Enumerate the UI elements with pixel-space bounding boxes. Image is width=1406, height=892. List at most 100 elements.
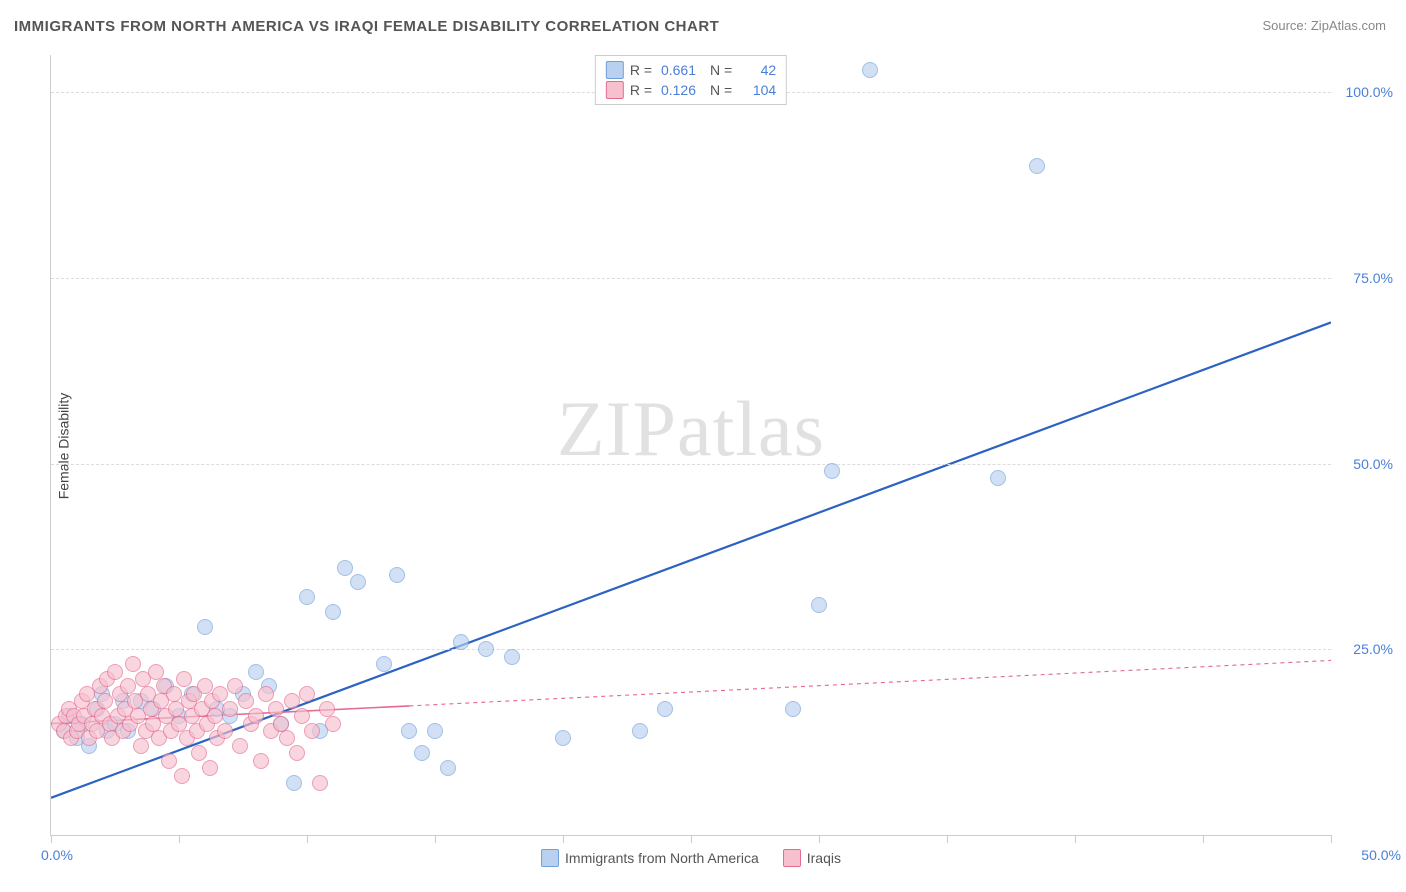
data-point <box>990 470 1006 486</box>
data-point <box>785 701 801 717</box>
legend-n-value: 104 <box>738 82 776 98</box>
legend-n-value: 42 <box>738 62 776 78</box>
x-tick <box>1203 835 1204 843</box>
data-point <box>325 604 341 620</box>
data-point <box>212 686 228 702</box>
legend-row: R = 0.126 N = 104 <box>606 80 776 100</box>
data-point <box>125 656 141 672</box>
data-point <box>632 723 648 739</box>
data-point <box>217 723 233 739</box>
legend-correlation: R = 0.661 N = 42 R = 0.126 N = 104 <box>595 55 787 105</box>
data-point <box>166 686 182 702</box>
y-tick-label: 100.0% <box>1346 84 1393 100</box>
data-point <box>811 597 827 613</box>
legend-item: Iraqis <box>783 849 841 867</box>
chart-container: IMMIGRANTS FROM NORTH AMERICA VS IRAQI F… <box>0 0 1406 892</box>
data-point <box>657 701 673 717</box>
x-tick <box>563 835 564 843</box>
legend-label: Immigrants from North America <box>565 850 759 866</box>
data-point <box>202 760 218 776</box>
data-point <box>824 463 840 479</box>
data-point <box>337 560 353 576</box>
data-point <box>286 775 302 791</box>
data-point <box>427 723 443 739</box>
data-point <box>191 745 207 761</box>
data-point <box>207 708 223 724</box>
data-point <box>174 768 190 784</box>
data-point <box>299 686 315 702</box>
data-point <box>325 716 341 732</box>
data-point <box>273 716 289 732</box>
data-point <box>268 701 284 717</box>
y-tick-label: 75.0% <box>1353 270 1393 286</box>
legend-label: Iraqis <box>807 850 841 866</box>
legend-r-value: 0.126 <box>658 82 696 98</box>
data-point <box>248 708 264 724</box>
data-point <box>376 656 392 672</box>
data-point <box>197 619 213 635</box>
data-point <box>197 678 213 694</box>
data-point <box>120 678 136 694</box>
data-point <box>478 641 494 657</box>
data-point <box>555 730 571 746</box>
data-point <box>440 760 456 776</box>
data-point <box>414 745 430 761</box>
legend-series: Immigrants from North America Iraqis <box>541 849 841 867</box>
legend-swatch <box>783 849 801 867</box>
data-point <box>319 701 335 717</box>
data-point <box>504 649 520 665</box>
data-point <box>227 678 243 694</box>
data-point <box>253 753 269 769</box>
data-point <box>1029 158 1045 174</box>
data-point <box>161 753 177 769</box>
data-point <box>401 723 417 739</box>
y-tick-label: 25.0% <box>1353 641 1393 657</box>
data-point <box>294 708 310 724</box>
x-tick <box>691 835 692 843</box>
legend-n-label: N = <box>710 82 732 98</box>
data-point <box>97 693 113 709</box>
data-point <box>289 745 305 761</box>
watermark: ZIPatlas <box>557 384 825 474</box>
data-point <box>107 664 123 680</box>
data-point <box>222 701 238 717</box>
data-point <box>304 723 320 739</box>
x-tick <box>1075 835 1076 843</box>
source-label: Source: ZipAtlas.com <box>1262 18 1386 33</box>
data-point <box>238 693 254 709</box>
data-point <box>232 738 248 754</box>
x-tick-label-min: 0.0% <box>41 847 73 863</box>
legend-swatch <box>606 61 624 79</box>
data-point <box>284 693 300 709</box>
legend-r-value: 0.661 <box>658 62 696 78</box>
legend-swatch <box>541 849 559 867</box>
x-tick <box>435 835 436 843</box>
legend-r-label: R = <box>630 82 652 98</box>
data-point <box>453 634 469 650</box>
data-point <box>258 686 274 702</box>
data-point <box>350 574 366 590</box>
data-point <box>176 671 192 687</box>
legend-row: R = 0.661 N = 42 <box>606 60 776 80</box>
x-tick <box>1331 835 1332 843</box>
data-point <box>862 62 878 78</box>
data-point <box>248 664 264 680</box>
x-tick <box>819 835 820 843</box>
gridline <box>51 278 1331 279</box>
data-point <box>133 738 149 754</box>
data-point <box>312 775 328 791</box>
x-tick <box>947 835 948 843</box>
legend-item: Immigrants from North America <box>541 849 759 867</box>
legend-r-label: R = <box>630 62 652 78</box>
plot-area: ZIPatlas R =0.661N =42R =0.126N =104 0.0… <box>50 55 1331 836</box>
data-point <box>148 664 164 680</box>
x-tick <box>307 835 308 843</box>
legend-n-label: N = <box>710 62 732 78</box>
x-tick <box>51 835 52 843</box>
data-point <box>299 589 315 605</box>
data-point <box>279 730 295 746</box>
x-tick <box>179 835 180 843</box>
gridline <box>51 464 1331 465</box>
trend-lines <box>51 55 1331 835</box>
data-point <box>389 567 405 583</box>
